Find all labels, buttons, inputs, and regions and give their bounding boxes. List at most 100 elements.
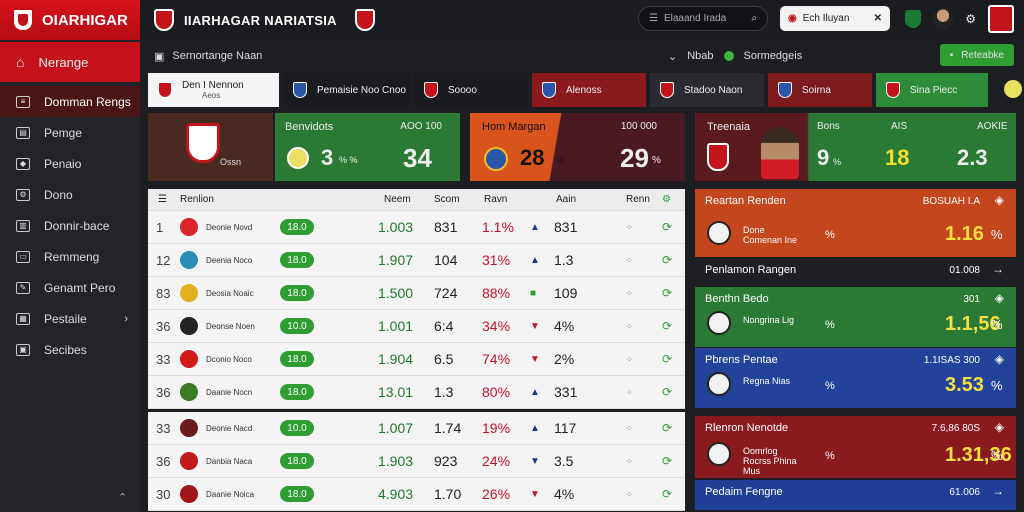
stat-panel[interactable]: Pedaim Fengne 61.006 → (695, 480, 1016, 510)
sidebar-item[interactable]: ≡ Domman Rengs (0, 86, 140, 117)
tab-label: Sina Piecc (910, 84, 958, 96)
panel-title: Benthn Bedo (705, 293, 769, 305)
column-header[interactable]: Ravn (484, 194, 508, 205)
match-selector[interactable]: ◉ Ech Iluyan ✕ (780, 6, 890, 31)
value-2: 724 (434, 285, 458, 301)
stat-panel[interactable]: Pbrens Pentae 1.1ISAS 300 ◈ Regna Nias% 3.53… (695, 348, 1016, 408)
table-row[interactable]: 33 Deonie Nacd 10.0 1.007 1.74 19% ▲ 117 ⁘ ⟳ (148, 412, 685, 445)
sidebar-item[interactable]: ▤ Pemge (0, 117, 140, 148)
match-tab[interactable]: Soirna (768, 73, 872, 107)
sort-icon[interactable]: ☰ (158, 194, 167, 205)
subbar-mid1[interactable]: Nbab (687, 50, 714, 62)
club-logo-icon[interactable] (988, 5, 1014, 33)
scroll-up-icon[interactable]: ⌃ (118, 492, 128, 504)
form-pill: 18.0 (280, 252, 314, 268)
sidebar-item[interactable]: ◆ Penaio (0, 148, 140, 179)
sidebar-item[interactable]: ▥ Donnir-bace (0, 210, 140, 241)
search-box[interactable]: ☰ Elaaand Irada ⌕ (638, 6, 768, 31)
match-tab[interactable]: Soooo (414, 73, 528, 107)
stat-panel[interactable]: Benthn Bedo 301 ◈ Nongrina Lig% 1.1,56% (695, 287, 1016, 347)
value-1: 1.907 (378, 252, 414, 268)
stat-panel[interactable]: Rlenron Nenotde 7.6,86 80S ◈ Oomrlog Rocrss… (695, 416, 1016, 478)
sidebar-item[interactable]: ✎ Genamt Pero (0, 272, 140, 303)
match-tab[interactable]: Alenoss (532, 73, 646, 107)
card1-label: Ossn (220, 157, 242, 167)
subbar-left-label: Sernortange Naan (172, 50, 263, 62)
match-tab[interactable]: Pemaisie Noo Cnoo (283, 73, 410, 107)
table-row[interactable]: 12 Deenia Noco 18.0 1.907 104 31% ▲ 1.3 ⁘ ⟳ (148, 244, 685, 277)
value-2: 104 (434, 252, 458, 268)
value-1: 4.903 (378, 486, 414, 502)
table-row[interactable]: 30 Daanie Noica 18.0 4.903 1.70 26% ▼ 4% ⁘ ⟳ (148, 478, 685, 511)
column-header[interactable]: Scom (434, 194, 460, 205)
share-icon[interactable]: ◈ (994, 420, 1004, 434)
refresh-icon[interactable]: ⟳ (662, 454, 673, 468)
dropdown-chevron-icon[interactable]: ⌄ (668, 50, 678, 63)
arrow-right-icon[interactable]: → (992, 262, 1004, 276)
team-badge-icon[interactable] (905, 10, 922, 28)
card3-score2: 29 (620, 143, 649, 173)
sidebar-item[interactable]: ▣ Secibes (0, 334, 140, 365)
share-icon[interactable]: ◈ (994, 291, 1004, 305)
sidebar-primary-item[interactable]: ⌂ Nerange (0, 42, 140, 82)
refresh-icon[interactable]: ⟳ (662, 253, 673, 267)
value-1: 1.001 (378, 318, 414, 334)
refresh-icon[interactable]: ⟳ (662, 286, 673, 300)
tab-more-icon[interactable] (1004, 80, 1022, 98)
refresh-icon[interactable]: ⟳ (662, 352, 673, 366)
arrow-right-icon[interactable]: ◈ (994, 352, 1004, 366)
form-pill-cell: 18.0 (280, 376, 314, 408)
score-card-away[interactable]: Hom Margan 100 000 28 % 29 % (470, 113, 685, 181)
team-crest-icon (660, 82, 674, 98)
stat-panel[interactable]: Reartan Renden BOSUAH I.A ◈ Done Comenan In… (695, 189, 1016, 257)
table-row[interactable]: 83 Deosia Noaic 18.0 1.500 724 88% ■ 109 ⁘ ⟳ (148, 277, 685, 310)
panel-player-name: Oomrlog Rocrss Phina Mus (743, 446, 797, 476)
table-row[interactable]: 36 Daanie Nocn 18.0 13.01 1.3 80% ▲ 331 ⁘ ⟳ (148, 376, 685, 409)
column-header[interactable]: Neem (384, 194, 411, 205)
score-card-club[interactable]: Ossn (148, 113, 273, 181)
arrow-right-icon[interactable]: → (992, 484, 1004, 498)
table-row[interactable]: 36 Danbia Naca 18.0 1.903 923 24% ▼ 3.5 ⁘ ⟳ (148, 445, 685, 478)
match-tab[interactable]: Den I Nennon Aeos (148, 73, 279, 107)
score-card-home[interactable]: Benvidots AOO 100 3 % % 34 (275, 113, 460, 181)
table-row[interactable]: 1 Deonie Novd 18.0 1.003 831 1.1% ▲ 831 ⁘ ⟳ (148, 211, 685, 244)
refresh-icon[interactable]: ⟳ (662, 220, 673, 234)
settings-icon[interactable]: ⚙ (662, 194, 671, 205)
sidebar: OIARHIGAR ⌂ Nerange ≡ Domman Rengs ▤ Pemge ◆… (0, 0, 140, 512)
sidebar-item[interactable]: ⚙ Dono (0, 179, 140, 210)
standings-table: ☰ Renlion Neem Scom Ravn Aain Renn ⚙ 1 Deonie No… (148, 189, 685, 409)
table-row[interactable]: 36 Deonse Noen 10.0 1.001 6:4 34% ▼ 4% ⁘ ⟳ (148, 310, 685, 343)
close-icon[interactable]: ✕ (873, 13, 882, 24)
share-icon[interactable]: ◈ (994, 193, 1004, 207)
panel-player-name: Regna Nias (743, 376, 791, 386)
sidebar-item[interactable]: ▭ Remmeng (0, 241, 140, 272)
subbar-mid2[interactable]: Sormedgeis (743, 50, 803, 62)
table-row[interactable]: 33 Dconio Noco 18.0 1.904 6.5 74% ▼ 2% ⁘ ⟳ (148, 343, 685, 376)
value-2: 1.3 (434, 384, 454, 400)
column-header[interactable]: Renlion (180, 194, 214, 205)
match-tab[interactable]: Stadoo Naon (650, 73, 764, 107)
form-pill-cell: 18.0 (280, 343, 314, 375)
tag-icon: ▣ (16, 343, 30, 356)
sidebar-item[interactable]: ▦ Pestaile › (0, 303, 140, 334)
form-pill-cell: 18.0 (280, 445, 314, 477)
stat-panel[interactable]: Penlamon Rangen 01.008 → (695, 258, 1016, 286)
brand-bar[interactable]: OIARHIGAR (0, 0, 140, 40)
match-tab[interactable]: Sina Piecc (876, 73, 988, 107)
sidebar-item-label: Pemge (44, 125, 83, 140)
refresh-icon[interactable]: ⟳ (662, 487, 673, 501)
action-button[interactable]: ▪ Reteabke (939, 44, 1014, 66)
column-header[interactable]: Renn (626, 194, 650, 205)
team-logo-dot (180, 383, 198, 401)
avatar[interactable] (933, 8, 954, 30)
team-logo-dot (180, 218, 198, 236)
settings-icon[interactable]: ⚙ (965, 12, 976, 26)
refresh-icon[interactable]: ⟳ (662, 421, 673, 435)
value-3: 88% (482, 285, 511, 301)
search-icon[interactable]: ⌕ (751, 13, 757, 24)
form-pill: 18.0 (280, 351, 314, 367)
refresh-icon[interactable]: ⟳ (662, 319, 673, 333)
player-card[interactable]: Treenaia Bons AIS AOKIE 9 % 18 2.3 (695, 113, 1016, 181)
column-header[interactable]: Aain (556, 194, 577, 205)
refresh-icon[interactable]: ⟳ (662, 385, 673, 399)
